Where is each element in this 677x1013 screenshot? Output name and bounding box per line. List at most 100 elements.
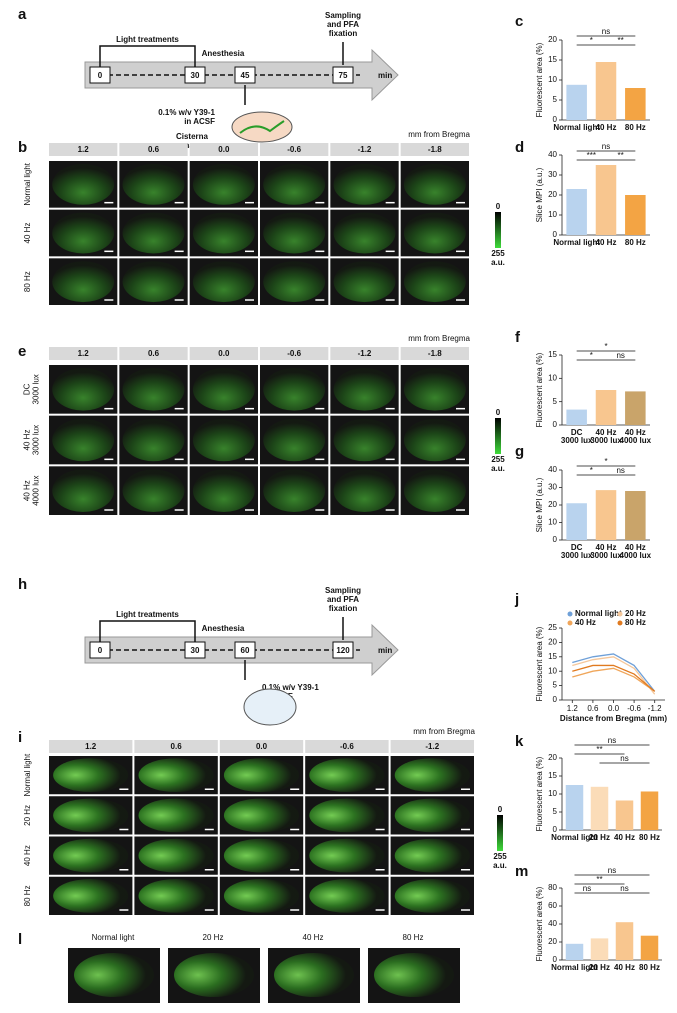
bar xyxy=(566,84,587,120)
x-tick-label: -0.6 xyxy=(627,704,641,713)
column-header: -1.2 xyxy=(425,742,439,751)
bracket xyxy=(99,45,196,67)
y-axis-label: Fluorescent area (%) xyxy=(535,42,544,117)
series-line xyxy=(572,667,656,692)
row-label: 40 Hz xyxy=(23,223,32,244)
legend-marker xyxy=(567,611,573,617)
x-tick-label: 80 Hz xyxy=(625,238,646,247)
brain-slice xyxy=(263,469,326,512)
panel-letter: l xyxy=(18,931,22,948)
label: Anesthesia xyxy=(202,624,245,633)
bar xyxy=(595,62,617,120)
y-axis-label: Fluorescent area (%) xyxy=(535,886,544,961)
x-tick-label: 3000 lux xyxy=(561,436,593,445)
image-label: 40 Hz xyxy=(303,933,324,942)
column-header-box xyxy=(400,347,469,360)
x-tick-label: 40 Hz xyxy=(614,833,635,842)
panel-letter: j xyxy=(514,591,519,608)
brain-slice xyxy=(138,798,214,833)
x-tick-label: DC xyxy=(571,428,583,437)
significance: ns xyxy=(620,884,628,893)
y-tick-label: 30 xyxy=(548,483,557,492)
y-tick-label: 0 xyxy=(553,230,558,239)
brain-slice xyxy=(394,798,470,833)
y-tick-label: 40 xyxy=(548,150,557,159)
brain-icon xyxy=(243,688,297,726)
brain-whole xyxy=(74,953,154,997)
y-tick-label: 10 xyxy=(548,666,557,675)
bar xyxy=(625,391,646,425)
series-line xyxy=(572,664,656,692)
brain-slice xyxy=(309,758,385,793)
panel-letter: b xyxy=(18,139,27,156)
panel-letter: e xyxy=(18,343,26,360)
column-header-box xyxy=(189,347,258,360)
x-tick-label: 20 Hz xyxy=(589,963,610,972)
y-axis-label: Slice MPI (a.u.) xyxy=(535,477,544,532)
column-header: -1.2 xyxy=(358,145,372,154)
label: fixation xyxy=(329,604,358,613)
bar xyxy=(640,791,659,830)
brain-slice xyxy=(138,758,214,793)
panel-letter: i xyxy=(18,729,22,746)
colorbar xyxy=(497,815,503,851)
brain-slice xyxy=(263,261,326,303)
brain-slice xyxy=(403,261,466,303)
time-label: 45 xyxy=(241,71,250,80)
brain-slice xyxy=(223,838,300,873)
legend-label: 20 Hz xyxy=(625,609,646,618)
row-label: Normal light xyxy=(23,162,32,205)
time-label: 0 xyxy=(98,646,103,655)
y-tick-label: 20 xyxy=(548,753,557,762)
column-header-box xyxy=(49,347,118,360)
label: in ACSF xyxy=(184,117,215,126)
y-tick-label: 5 xyxy=(553,681,558,690)
time-label: 75 xyxy=(339,71,348,80)
row-label: 80 Hz xyxy=(23,885,32,906)
brain-slice xyxy=(192,469,255,512)
brain-slice xyxy=(394,878,470,913)
label: and PFA xyxy=(327,20,359,29)
label: a.u. xyxy=(491,258,505,267)
panel-letter: f xyxy=(515,329,521,346)
row-label: 80 Hz xyxy=(23,271,32,292)
legend-marker xyxy=(617,611,623,617)
x-tick-label: 20 Hz xyxy=(589,833,610,842)
panel-letter: m xyxy=(515,863,528,880)
label: a.u. xyxy=(493,861,507,870)
time-box xyxy=(234,66,256,84)
brain-slice xyxy=(333,212,396,254)
column-header-box xyxy=(134,740,218,753)
brain-slice xyxy=(122,418,185,462)
y-tick-label: 60 xyxy=(548,901,557,910)
x-tick-label: 3000 lux xyxy=(590,551,622,560)
brain-slice xyxy=(394,758,470,793)
y-axis-label: Fluorescent area (%) xyxy=(535,352,544,427)
column-header: 1.2 xyxy=(78,349,90,358)
x-tick-label: 40 Hz xyxy=(596,543,617,552)
row-label: 40 Hz xyxy=(23,430,32,451)
y-tick-label: 5 xyxy=(553,95,558,104)
brain-slice xyxy=(52,163,115,205)
time-label: 0 xyxy=(98,71,103,80)
image-label: 80 Hz xyxy=(403,933,424,942)
bar xyxy=(566,189,587,235)
row-label: 40 Hz xyxy=(23,845,32,866)
significance: ns xyxy=(602,142,610,151)
column-header-box xyxy=(119,347,188,360)
label: and PFA xyxy=(327,595,359,604)
brain-slice xyxy=(52,469,115,512)
y-tick-label: 20 xyxy=(548,638,557,647)
bar xyxy=(625,88,646,120)
x-tick-label: DC xyxy=(571,543,583,552)
column-header-box xyxy=(119,143,188,156)
bar xyxy=(625,195,646,235)
label: 0.1% w/v Y39-1 xyxy=(262,683,319,692)
row-label: 20 Hz xyxy=(23,805,32,826)
column-header: 1.2 xyxy=(78,145,90,154)
column-header: -1.2 xyxy=(358,349,372,358)
y-tick-label: 15 xyxy=(548,55,557,64)
brain-slice xyxy=(333,261,396,303)
x-tick-label: 80 Hz xyxy=(625,123,646,132)
brain-slice xyxy=(138,878,214,913)
